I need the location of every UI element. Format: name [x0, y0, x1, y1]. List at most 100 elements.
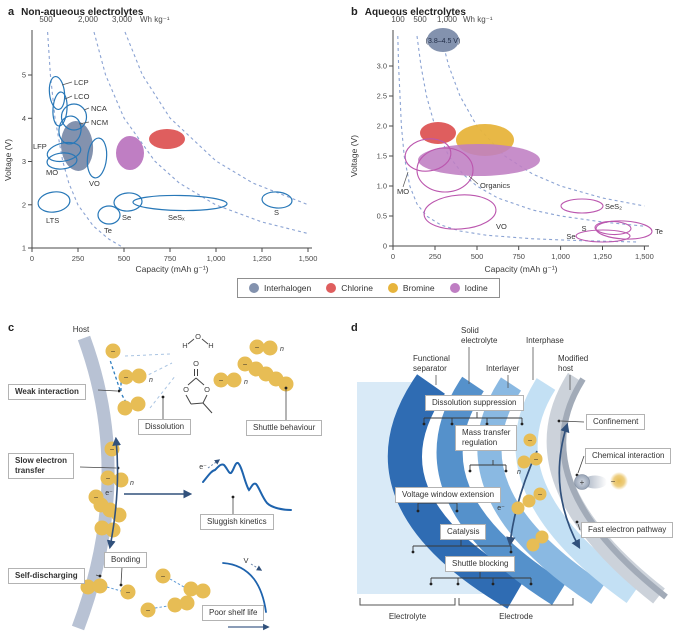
label-vo-a: VO: [89, 179, 100, 188]
fast-electron-arrow: [558, 422, 581, 550]
label-nca: NCA: [91, 104, 107, 113]
leader-lines-a: [61, 81, 90, 125]
svg-text:n: n: [280, 346, 284, 353]
ellipse-nca: [60, 103, 88, 131]
label-lco: LCO: [74, 92, 90, 101]
mass-transfer-regulation-box: Mass transfer regulation: [455, 425, 518, 451]
label-ses2: SeS₂: [605, 202, 622, 211]
panel-a-title: a Non-aqueous electrolytes: [8, 2, 143, 20]
svg-text:−: −: [538, 490, 543, 499]
catalysis-box: Catalysis: [440, 524, 487, 540]
energy-label: 2,000: [78, 15, 99, 24]
legend-label: Bromine: [402, 283, 435, 293]
shuttle-behaviour-box: Shuttle behaviour: [246, 420, 323, 436]
legend-label: Interhalogen: [264, 283, 312, 293]
ion-pair-icon: + −: [574, 472, 628, 490]
svg-text:−: −: [146, 606, 151, 615]
ellipse-ncm: [58, 115, 82, 145]
ytick: 4: [22, 114, 26, 123]
label-ncm: NCM: [91, 118, 108, 127]
xtick: 1,250: [593, 252, 612, 261]
panel-c-title: c: [8, 318, 14, 336]
ellipse-mo-b: [404, 138, 452, 172]
carbonate-molecule: O O O: [183, 359, 213, 414]
panel-b-title: b Aqueous electrolytes: [351, 2, 466, 20]
interphase-label: Interphase: [526, 336, 564, 345]
energy-labels-a: 500 2,000 3,000 Wh kg⁻¹: [39, 15, 170, 24]
svg-text:H: H: [208, 341, 213, 350]
svg-text:−: −: [534, 455, 539, 464]
svg-text:−: −: [255, 343, 260, 352]
svg-text:n: n: [130, 480, 134, 487]
svg-text:−: −: [219, 376, 224, 385]
xtick: 750: [512, 252, 525, 261]
ellipse-interhalogen-b: [427, 28, 459, 52]
electron-label: e⁻: [105, 490, 113, 497]
interhalogen-voltage-note: (3.8–4.5 V): [426, 38, 461, 45]
ellipse-sesx: [132, 194, 228, 212]
label-sesx: SeSₓ: [168, 213, 185, 222]
interhalogen-dot-icon: [249, 283, 259, 293]
label-te-a: Te: [104, 226, 112, 235]
bottom-brackets: [359, 598, 574, 606]
panel-d: d: [343, 318, 685, 632]
poor-shelf-life-box: Poor shelf life: [202, 605, 265, 621]
panel-b-letter: b: [351, 6, 358, 18]
y-tick-labels-a: 5 4 3 2 1: [22, 71, 26, 253]
confinement-box: Confinement: [586, 414, 646, 430]
voltage-decay-curve: [222, 562, 267, 613]
material-labels-a: LCP LCO NCA NCM LFP MO VO LTS Te Se SeSₓ…: [33, 78, 279, 235]
legend: Interhalogen Chlorine Bromine Iodine: [237, 278, 500, 298]
ytick: 2: [22, 200, 26, 209]
ytick: 2.0: [377, 122, 387, 131]
ellipse-organics: [416, 147, 474, 193]
energy-labels-b: 100 500 1,000 Wh kg⁻¹: [391, 15, 493, 24]
iodine-dot-icon: [449, 283, 460, 293]
ytick: 1: [22, 244, 26, 253]
legend-item-iodine: Iodine: [449, 283, 488, 293]
electron-double-arrow: [106, 436, 122, 550]
legend-label: Iodine: [464, 283, 488, 293]
material-labels-b: MO Organics VO SeS₂ S Se Te: [397, 181, 663, 241]
label-organics: Organics: [480, 181, 510, 190]
legend-item-interhalogen: Interhalogen: [249, 283, 311, 293]
ellipse-vo-a: [86, 137, 108, 179]
svg-text:O: O: [195, 332, 201, 341]
svg-text:−: −: [243, 360, 248, 369]
polyhalide-ions-top: − − n: [105, 343, 153, 416]
bonding-dashed-links: [106, 578, 185, 609]
ellipse-interhalogen-a: [60, 121, 94, 171]
functional-separator-label: Functional separator: [413, 354, 450, 373]
chlorine-dot-icon: [326, 283, 337, 293]
chemical-interaction-box: Chemical interaction: [585, 448, 672, 464]
svg-text:O: O: [204, 385, 210, 394]
svg-text:n: n: [149, 377, 153, 384]
voltage-window-extension-box: Voltage window extension: [395, 487, 502, 503]
x-axis-label-a: Capacity (mAh g⁻¹): [136, 264, 209, 274]
svg-text:−: −: [126, 588, 131, 597]
panel-b-chart: 3.0 2.5 2.0 1.5 1.0 0.5 0 0 250 500 750 …: [349, 15, 663, 274]
bromine-dot-icon: [387, 283, 398, 293]
iso-curve-2000: [93, 31, 309, 235]
ellipse-ses2: [560, 198, 604, 214]
xtick: 250: [429, 252, 442, 261]
y-tick-labels-b: 3.0 2.5 2.0 1.5 1.0 0.5 0: [377, 62, 387, 251]
xtick: 250: [72, 254, 85, 263]
ellipse-te-a: [97, 205, 121, 225]
ellipse-te-b: [595, 220, 653, 240]
legend-item-chlorine: Chlorine: [326, 283, 373, 293]
iso-curve-100: [397, 35, 639, 243]
panel-b: b Aqueous electrolytes 3.0: [343, 0, 685, 276]
bonding-box: Bonding: [104, 552, 148, 568]
svg-text:−: −: [161, 572, 166, 581]
x-tick-labels-b: 0 250 500 750 1,000 1,250 1,500: [391, 252, 654, 261]
interlayer-label: Interlayer: [486, 364, 520, 373]
fast-electron-pathway-box: Fast electron pathway: [581, 522, 674, 538]
label-mo-b: MO: [397, 187, 409, 196]
svg-text:n: n: [244, 379, 248, 386]
ellipse-chlorine-a: [149, 129, 185, 149]
panel-d-letter: d: [351, 322, 358, 334]
ytick: 3: [22, 157, 26, 166]
panel-a-title-text: Non-aqueous electrolytes: [21, 7, 144, 18]
iso-curve-3000: [124, 31, 309, 206]
